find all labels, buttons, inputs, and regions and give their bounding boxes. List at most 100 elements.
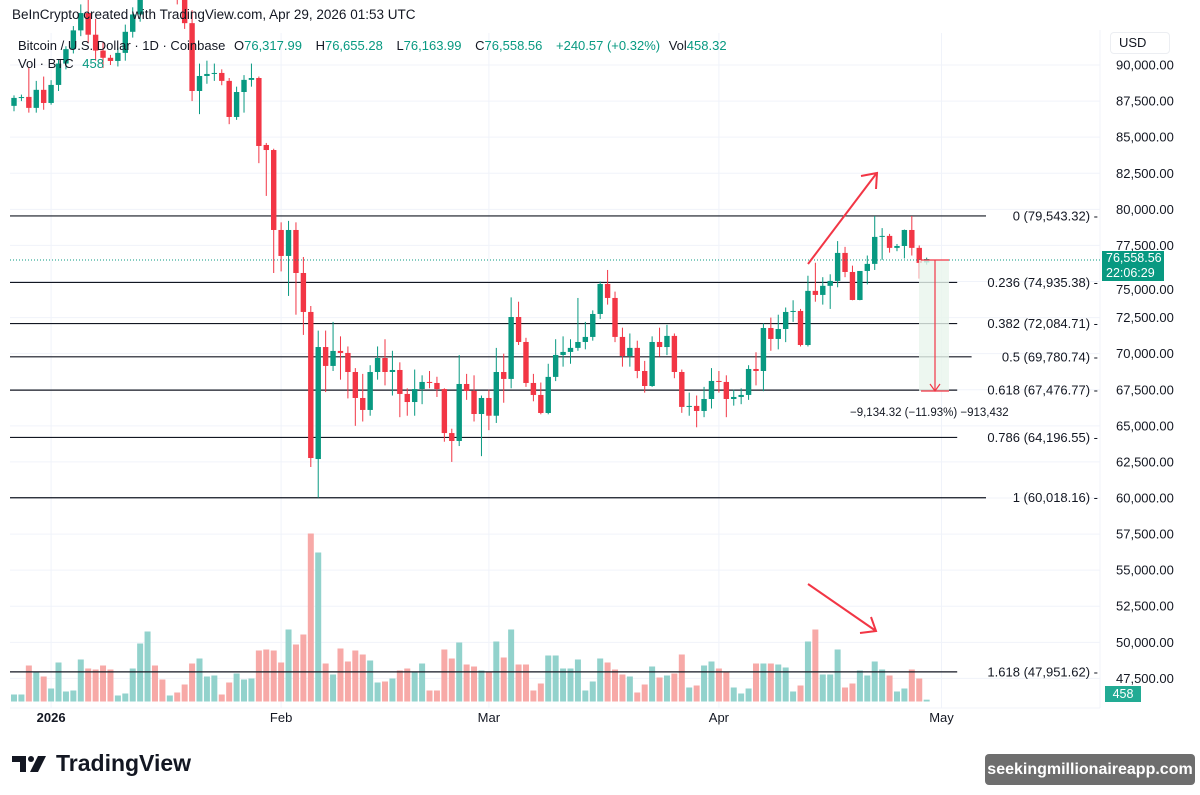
volume-bar [62,691,69,702]
fib-level-label: 0.786 (64,196.55) - [987,430,1098,445]
candle [196,63,203,115]
candle [508,297,514,389]
candle-body [768,327,774,339]
price-axis[interactable]: 90,000.00 87,500.00 85,000.00 82,500.00 80,0… [1116,58,1174,686]
volume-bar [18,694,25,702]
tradingview-logo[interactable]: TradingView [12,750,191,777]
candle-body [367,371,373,410]
candle [619,327,626,367]
candle [256,76,262,164]
candle [122,24,128,61]
candle-body [404,393,410,403]
volume-bar [812,629,819,702]
candle [285,220,292,296]
volume-bar [886,675,893,702]
fibonacci-retracement[interactable]: 0 (79,543.32) - 0.236 (74,935.38) - 0.382 … [10,208,1098,679]
price-tick-label: 72,500.00 [1116,310,1174,325]
candle-body [78,13,84,31]
candle-body [241,79,247,92]
price-tick-label: 60,000.00 [1116,491,1174,506]
symbol-name[interactable]: Bitcoin / U.S. Dollar · 1D · Coinbase [18,38,226,53]
volume-bar [189,663,196,702]
time-tick-label: 2026 [37,710,66,725]
candle-body [397,369,403,394]
candle [18,94,25,102]
candle [345,346,351,399]
candle [63,46,69,70]
candle-body [11,97,17,106]
candle [597,281,603,320]
candle-body [523,341,529,383]
candle-body [263,144,269,151]
candle-body [857,270,863,300]
volume-bar [433,690,440,702]
candle [300,256,307,335]
candle [686,392,692,416]
candle-body [693,405,700,411]
volume-bar [730,687,737,702]
candle [894,243,900,252]
candle [886,233,893,253]
volume-bar [55,662,62,702]
volume-bar [745,688,752,702]
volume-bar [619,674,626,702]
candle-body [70,30,77,50]
candle [872,215,878,270]
volume-bar [671,673,678,702]
volume-bar [367,660,374,702]
candle [360,373,366,422]
candle [308,306,314,467]
candle [456,355,462,447]
candle [219,69,225,86]
candle [530,373,537,402]
time-axis[interactable]: 2026 Feb Mar Apr May [37,710,955,725]
candle [55,59,62,91]
volume-bar [582,690,589,702]
volume-bar [92,669,99,702]
candle-body [26,96,32,108]
candle-body [716,380,722,382]
candle [486,389,492,431]
volume-bar [500,657,507,702]
candle-body [812,290,819,295]
volume-bar [693,685,700,702]
volume-bar [48,688,55,702]
up-arrow-annotation[interactable] [807,171,879,265]
time-tick-label: Feb [270,710,292,725]
time-tick-label: Apr [709,710,730,725]
currency-button[interactable]: USD [1110,32,1170,54]
volume-bar [649,666,656,702]
volume-indicator-name[interactable]: Vol · BTC [18,56,74,71]
fib-level-label: 0.5 (69,780.74) - [1002,349,1098,364]
candle [293,222,299,315]
volume-bar [174,692,181,702]
candle [441,388,448,442]
candle [656,327,663,357]
candle [226,77,232,125]
candle-body [63,49,69,64]
price-tick-label: 62,500.00 [1116,454,1174,469]
candle [545,363,551,415]
volume-bar [923,699,930,702]
fib-level-label: 1 (60,018.16) - [1013,490,1098,505]
candle-body [226,80,232,117]
measure-tool[interactable]: −9,134.32 (−11.93%) −913,432 [850,259,1009,419]
candle [367,365,373,416]
candle-body [389,369,396,372]
candle-body [501,371,507,379]
candle [627,333,633,367]
candle-body [872,236,878,264]
volume-indicator-value: 458 [82,56,104,71]
candle-body [634,347,640,371]
ohlc-row: Bitcoin / U.S. Dollar · 1D · Coinbase O7… [18,37,737,55]
down-arrow-annotation[interactable] [807,583,878,634]
volume-bar [374,682,381,702]
volume-bar [738,693,745,702]
volume-bar [775,664,782,702]
candle-body [18,97,25,99]
candle-body [842,252,848,272]
candle [738,388,744,405]
candle [790,300,796,322]
volume-bar [856,670,863,702]
